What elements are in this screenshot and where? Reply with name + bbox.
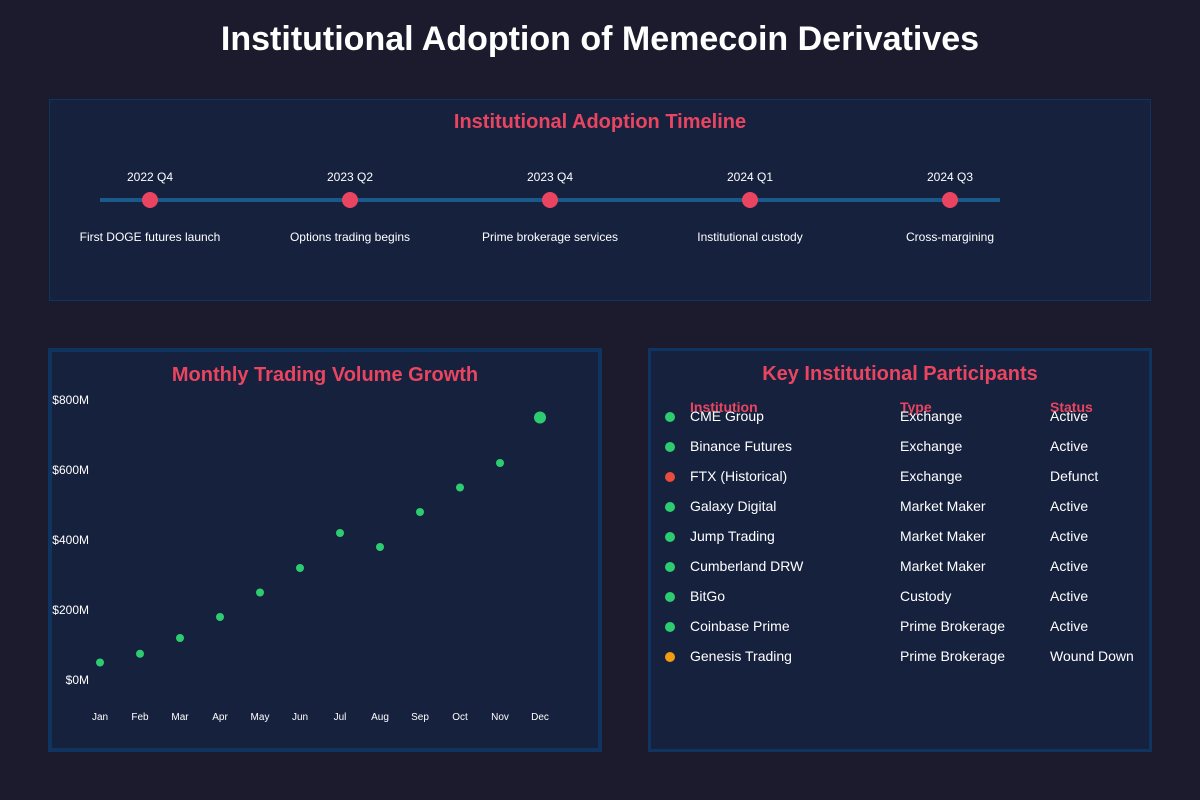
x-tick-label: Jun <box>292 712 308 723</box>
status-dot-icon <box>665 412 675 422</box>
timeline-date: 2022 Q4 <box>127 170 173 184</box>
institution-name: Genesis Trading <box>690 648 792 664</box>
x-tick-label: Sep <box>411 712 429 723</box>
institution-status: Active <box>1050 528 1089 544</box>
data-point <box>256 588 264 597</box>
page-title: Institutional Adoption of Memecoin Deriv… <box>220 20 980 58</box>
data-point <box>216 613 224 621</box>
x-tick-label: Jul <box>334 712 347 723</box>
data-point <box>136 649 144 658</box>
timeline-marker <box>542 192 558 208</box>
status-dot-icon <box>665 622 675 632</box>
institution-status: Active <box>1050 408 1089 424</box>
institution-name: Jump Trading <box>690 528 775 544</box>
status-dot-icon <box>665 592 675 602</box>
timeline-date: 2024 Q1 <box>727 170 773 184</box>
data-point <box>496 459 504 467</box>
institution-name: BitGo <box>690 588 726 604</box>
x-tick-label: Apr <box>212 712 228 723</box>
institution-status: Wound Down <box>1050 648 1134 664</box>
timeline-marker <box>942 192 958 208</box>
volume-chart-title: Monthly Trading Volume Growth <box>171 364 479 386</box>
timeline-event-label: First DOGE futures launch <box>80 230 221 244</box>
volume-chart: $0M $200M $400M $600M $800M Jan Feb Mar Apr May J… <box>52 393 549 723</box>
timeline-title: Institutional Adoption Timeline <box>453 111 747 133</box>
header-type: Type <box>900 399 932 415</box>
data-point <box>296 564 304 572</box>
status-dot-icon <box>665 562 675 572</box>
timeline-marker <box>742 192 758 208</box>
institution-status: Active <box>1050 588 1089 604</box>
institution-status: Active <box>1050 438 1089 454</box>
institution-type: Exchange <box>900 438 963 454</box>
status-dot-icon <box>665 442 675 452</box>
x-tick-label: Nov <box>491 712 509 723</box>
institution-name: Coinbase Prime <box>690 618 790 634</box>
x-tick-label: Aug <box>371 712 389 723</box>
x-tick-label: Oct <box>452 712 468 723</box>
institution-type: Market Maker <box>900 558 986 574</box>
institution-type: Prime Brokerage <box>900 648 1006 664</box>
institution-type: Market Maker <box>900 498 986 514</box>
data-point <box>176 634 184 642</box>
x-tick-label: Jan <box>92 712 108 723</box>
institution-type: Prime Brokerage <box>900 618 1006 634</box>
status-dot-icon <box>665 502 675 512</box>
y-tick-label: $800M <box>52 393 89 407</box>
institution-name: CME Group <box>690 408 764 424</box>
institution-status: Defunct <box>1050 468 1099 484</box>
data-point <box>416 508 424 516</box>
timeline-event-label: Institutional custody <box>697 230 802 244</box>
timeline-event-label: Prime brokerage services <box>482 230 618 244</box>
timeline-panel: Institutional Adoption Timeline 2022 Q4 F… <box>49 99 1151 301</box>
timeline-date: 2023 Q4 <box>527 170 573 184</box>
timeline-date: 2023 Q2 <box>327 170 373 184</box>
data-point <box>96 658 104 667</box>
x-tick-label: Dec <box>531 712 549 723</box>
institution-name: FTX (Historical) <box>690 468 788 484</box>
timeline-event-label: Options trading begins <box>290 230 410 244</box>
header-status: Status <box>1050 399 1093 415</box>
participants-panel: Key Institutional Participants Instituti… <box>648 348 1152 752</box>
data-point <box>534 411 546 424</box>
data-point <box>456 483 464 492</box>
y-tick-label: $0M <box>66 673 89 687</box>
x-tick-label: Feb <box>131 712 149 723</box>
status-dot-icon <box>665 472 675 482</box>
header-institution: Institution <box>690 399 758 415</box>
institution-type: Market Maker <box>900 528 986 544</box>
institution-type: Custody <box>900 588 952 604</box>
x-tick-label: Mar <box>171 712 189 723</box>
y-tick-label: $400M <box>52 533 89 547</box>
institution-status: Active <box>1050 618 1089 634</box>
timeline-date: 2024 Q3 <box>927 170 973 184</box>
volume-chart-panel: Monthly Trading Volume Growth $0M $200M $4… <box>48 348 602 752</box>
data-point <box>336 529 344 537</box>
institution-status: Active <box>1050 558 1089 574</box>
institution-name: Galaxy Digital <box>690 498 777 514</box>
x-tick-label: May <box>251 712 270 723</box>
y-tick-label: $200M <box>52 603 89 617</box>
institution-type: Exchange <box>900 468 963 484</box>
institution-name: Cumberland DRW <box>690 558 804 574</box>
timeline-chart: 2022 Q4 First DOGE futures launch 2023 Q2 O… <box>80 170 1000 244</box>
institution-name: Binance Futures <box>690 438 792 454</box>
timeline-marker <box>342 192 358 208</box>
timeline-event-label: Cross-margining <box>906 230 994 244</box>
institution-status: Active <box>1050 498 1089 514</box>
participants-title: Key Institutional Participants <box>762 363 1038 385</box>
institution-type: Exchange <box>900 408 963 424</box>
y-tick-label: $600M <box>52 463 89 477</box>
timeline-marker <box>142 192 158 208</box>
status-dot-icon <box>665 532 675 542</box>
data-point <box>376 543 384 551</box>
status-dot-icon <box>665 652 675 662</box>
